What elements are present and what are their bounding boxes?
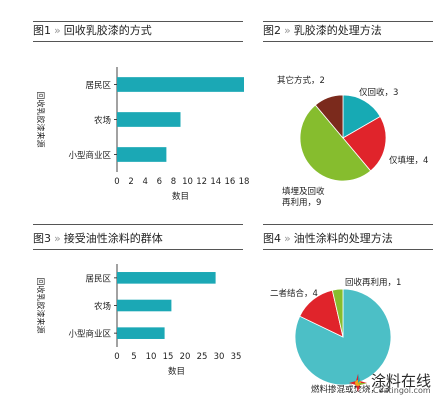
figure-2-number: 图2	[263, 24, 281, 37]
figure-4-title: 图4» 油性涂料的处理方法	[263, 230, 393, 246]
x-tick-label: 30	[214, 352, 225, 362]
x-tick-label: 0	[114, 177, 119, 187]
figure-2-pie-chart: 仅回收，3 仅填埋，4 填埋及回收再利用，9 其它方式，2	[277, 75, 428, 208]
y-tick-label: 农场	[94, 301, 111, 312]
bar	[117, 299, 172, 312]
slice-label: 仅回收，3	[359, 87, 398, 98]
watermark: 涂料在线 Coatingol.com	[347, 370, 439, 396]
x-axis-label: 数目	[172, 191, 189, 202]
watermark-text: 涂料在线	[371, 372, 432, 390]
slice-label: 二者结合，4	[270, 288, 318, 299]
figure-1-number: 图1	[33, 24, 51, 37]
x-tick-label: 12	[196, 177, 207, 187]
x-tick-label: 6	[157, 177, 162, 187]
x-tick-label: 0	[114, 352, 119, 362]
figure-1-title-rule	[33, 41, 243, 42]
slice-label: 燃料掺混或焚烧，23	[311, 384, 390, 395]
y-tick-label: 居民区	[85, 81, 111, 91]
y-tick-label: 农场	[94, 115, 111, 126]
figure-1-title: 图1» 回收乳胶漆的方式	[33, 22, 152, 38]
bar	[117, 147, 167, 162]
bar	[117, 327, 165, 339]
x-tick-label: 5	[131, 352, 136, 362]
figure-3-title: 图3» 接受油性涂料的群体	[33, 230, 163, 246]
x-tick-label: 16	[224, 177, 235, 187]
figure-4-title-text: 油性涂料的处理方法	[293, 232, 393, 245]
x-tick-label: 35	[231, 352, 242, 362]
figure-2-title-text: 乳胶漆的处理方法	[293, 24, 382, 37]
figure-2-panel: 图2» 乳胶漆的处理方法	[263, 21, 433, 212]
x-tick-label: 14	[210, 177, 221, 187]
figure-4-title-rule	[263, 249, 433, 250]
coatingol-logo-icon	[349, 374, 367, 392]
y-axis-label: 回收乳胶漆来源	[36, 92, 46, 148]
pie-slice	[299, 104, 372, 182]
x-tick-label: 2	[128, 177, 133, 187]
x-tick-label: 10	[182, 177, 193, 187]
figure-4-panel: 图4» 油性涂料的处理方法	[263, 224, 433, 395]
figure-2-title-rule	[263, 41, 433, 42]
pie-slice	[331, 288, 344, 338]
x-tick-label: 20	[180, 352, 191, 362]
figure-1-rule	[33, 21, 243, 22]
x-tick-label: 25	[197, 352, 208, 362]
watermark-url: Coatingol.com	[373, 386, 431, 395]
pie-slice	[342, 115, 387, 172]
y-tick-label: 居民区	[85, 274, 111, 284]
figure-3-title-rule	[33, 249, 243, 250]
bar	[117, 112, 181, 127]
x-tick-label: 15	[163, 352, 174, 362]
figure-4-pie-chart: 燃料掺混或焚烧，23 二者结合，4 回收再利用，1	[270, 277, 401, 395]
slice-label: 回收再利用，1	[345, 277, 401, 288]
figure-1-panel: 图1» 回收乳胶漆的方式	[33, 21, 243, 212]
bar	[117, 77, 244, 92]
title-separator-icon: »	[284, 232, 291, 245]
y-tick-label: 小型商业区	[68, 150, 111, 161]
x-tick-label: 8	[171, 177, 176, 187]
figure-3-number: 图3	[33, 232, 51, 245]
y-axis-label: 回收乳胶漆来源	[36, 278, 46, 334]
y-tick-label: 小型商业区	[68, 329, 111, 340]
figure-2-rule	[263, 21, 433, 22]
x-tick-label: 18	[239, 177, 250, 187]
x-axis-label: 数目	[168, 366, 185, 377]
figure-1-title-text: 回收乳胶漆的方式	[63, 24, 152, 37]
x-tick-label: 10	[146, 352, 157, 362]
slice-label: 其它方式，2	[277, 75, 325, 86]
slice-label: 仅填埋，4	[389, 155, 428, 166]
title-separator-icon: »	[54, 232, 61, 245]
x-tick-label: 4	[143, 177, 148, 187]
figure-4-rule	[263, 224, 433, 225]
pie-slice	[314, 94, 344, 140]
slice-label: 填埋及回收再利用，9	[282, 186, 325, 208]
figure-3-panel: 图3» 接受油性涂料的群体	[33, 224, 243, 395]
title-separator-icon: »	[54, 24, 61, 37]
bar	[117, 272, 216, 284]
figure-3-rule	[33, 224, 243, 225]
pie-slice	[342, 94, 381, 139]
figure-4-number: 图4	[263, 232, 281, 245]
figure-3-title-text: 接受油性涂料的群体	[63, 232, 163, 245]
title-separator-icon: »	[284, 24, 291, 37]
figure-2-title: 图2» 乳胶漆的处理方法	[263, 22, 382, 38]
